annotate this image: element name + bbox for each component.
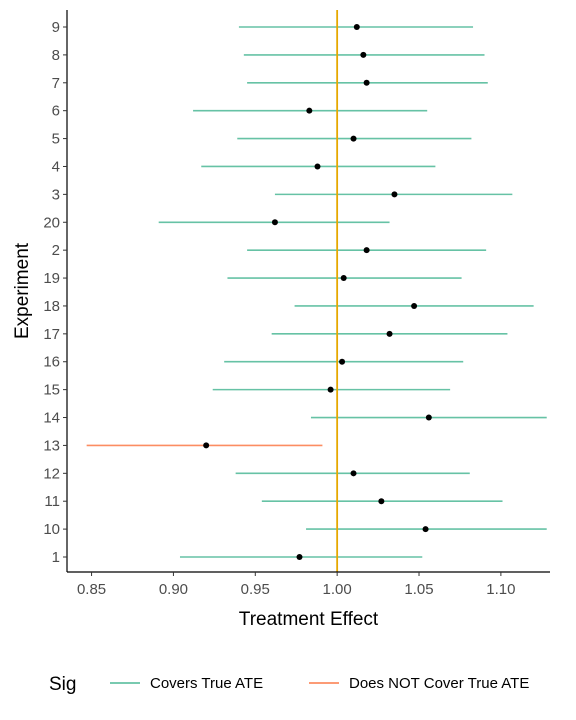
y-tick-label-10: 10 <box>43 521 60 538</box>
estimate-point-20 <box>271 219 278 226</box>
y-tick-label-19: 19 <box>43 270 60 287</box>
y-tick-label-8: 8 <box>52 47 60 64</box>
y-tick-label-12: 12 <box>43 465 60 482</box>
estimate-point-14 <box>425 414 432 421</box>
estimate-point-4 <box>314 163 321 170</box>
plot-area <box>86 10 547 572</box>
y-tick-label-1: 1 <box>52 549 60 566</box>
estimate-point-7 <box>363 79 370 86</box>
x-axis-title: Treatment Effect <box>239 609 379 630</box>
y-tick-label-11: 11 <box>44 493 60 510</box>
legend-label-2: Does NOT Cover True ATE <box>349 675 529 692</box>
estimate-point-2 <box>363 247 370 254</box>
estimate-point-12 <box>350 470 357 477</box>
x-tick-label-1.00: 1.00 <box>323 581 352 598</box>
estimate-point-10 <box>422 526 429 533</box>
estimate-point-19 <box>340 275 347 282</box>
y-axis-title: Experiment <box>12 242 33 339</box>
estimate-point-15 <box>327 386 334 393</box>
y-tick-label-20: 20 <box>43 214 60 231</box>
estimate-point-5 <box>350 135 357 142</box>
axes: 1 10 11 12 13 14 15 16 17 18 19 2 20 3 4 5 6 7 8 9 0.85 0.90 0… <box>43 10 550 598</box>
y-tick-label-7: 7 <box>52 75 60 92</box>
estimate-point-6 <box>306 107 313 114</box>
estimate-point-13 <box>203 442 210 449</box>
y-tick-label-13: 13 <box>43 437 60 454</box>
estimate-point-16 <box>339 358 346 365</box>
y-tick-label-3: 3 <box>52 186 60 203</box>
y-tick-label-2: 2 <box>52 242 60 259</box>
y-tick-label-16: 16 <box>43 354 60 371</box>
y-tick-label-6: 6 <box>52 103 60 120</box>
x-tick-label-0.95: 0.95 <box>241 581 270 598</box>
y-tick-label-18: 18 <box>43 298 60 315</box>
estimate-point-3 <box>391 191 398 198</box>
x-tick-label-1.10: 1.10 <box>486 581 515 598</box>
legend: Sig Covers True ATE Does NOT Cover True A… <box>49 674 529 695</box>
x-tick-label-1.05: 1.05 <box>404 581 433 598</box>
estimate-point-1 <box>296 554 303 560</box>
y-tick-label-5: 5 <box>52 131 60 148</box>
estimate-point-9 <box>353 24 360 30</box>
y-tick-label-17: 17 <box>43 326 60 343</box>
estimate-point-8 <box>360 51 367 58</box>
estimate-point-18 <box>411 302 418 309</box>
x-tick-label-0.90: 0.90 <box>159 581 188 598</box>
y-tick-label-9: 9 <box>52 19 60 36</box>
x-tick-label-0.85: 0.85 <box>77 581 106 598</box>
y-tick-label-4: 4 <box>52 158 60 175</box>
estimate-point-17 <box>386 330 393 337</box>
estimate-point-11 <box>378 498 385 505</box>
legend-label-1: Covers True ATE <box>150 675 263 692</box>
y-tick-label-15: 15 <box>43 382 60 399</box>
y-tick-label-14: 14 <box>43 410 60 427</box>
legend-title: Sig <box>49 674 76 695</box>
